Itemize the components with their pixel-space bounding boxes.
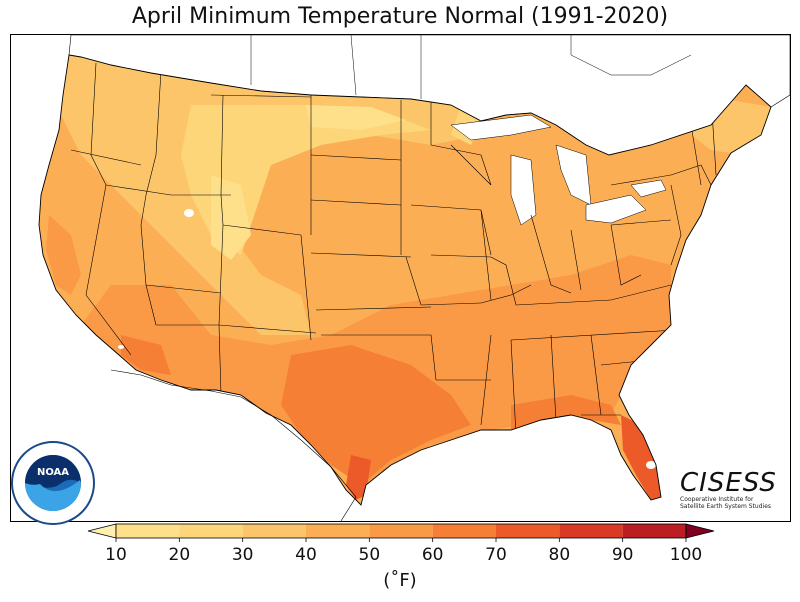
cisess-logo: CISESS Cooperative Institute for Satelli… [680, 470, 780, 510]
colorbar-segment [242, 524, 306, 538]
map-panel [10, 34, 791, 522]
colorbar-tick-label: 50 [359, 545, 381, 565]
colorbar-tick-label: 20 [169, 545, 191, 565]
noaa-logo: NOAA [10, 440, 96, 530]
colorbar-tick-label: 30 [232, 545, 254, 565]
colorbar-segment [306, 524, 370, 538]
colorbar-tick-label: 60 [422, 545, 444, 565]
colorbar-segment [496, 524, 560, 538]
colorbar: 10 20 30 40 50 60 70 80 90 100 [86, 522, 716, 574]
colorbar-tick-label: 90 [612, 545, 634, 565]
colorbar-units-label: (˚F) [383, 570, 417, 591]
colorbar-segment [432, 524, 496, 538]
colorbar-extend-high [685, 523, 715, 539]
colorbar-segment [622, 524, 686, 538]
temperature-map [38, 35, 790, 521]
colorbar-tick-label: 80 [549, 545, 571, 565]
colorbar-segment [559, 524, 623, 538]
canada-borders [250, 35, 692, 99]
cisess-line-2: Satellite Earth System Studies [680, 503, 772, 510]
colorbar-tick-label: 70 [485, 545, 507, 565]
colorbar-segment [179, 524, 243, 538]
cisess-line-1: Cooperative Institute for [680, 496, 754, 503]
colorbar-segments [87, 523, 715, 539]
colorbar-segment [116, 524, 180, 538]
colorbar-frame [115, 523, 687, 539]
colorbar-segment [369, 524, 433, 538]
colorbar-tick-label: 10 [105, 545, 127, 565]
noaa-text: NOAA [37, 467, 69, 478]
colorbar-tick-label: 40 [295, 545, 317, 565]
colorbar-extend-low [87, 523, 117, 539]
colorbar-tick-label: 100 [670, 545, 702, 565]
colorbar-ticks: 10 20 30 40 50 60 70 80 90 100 [105, 538, 702, 565]
state-borders [70, 62, 717, 436]
map-title: April Minimum Temperature Normal (1991-2… [131, 4, 669, 29]
mexico-border [110, 369, 357, 521]
cisess-wordmark: CISESS [680, 468, 777, 498]
